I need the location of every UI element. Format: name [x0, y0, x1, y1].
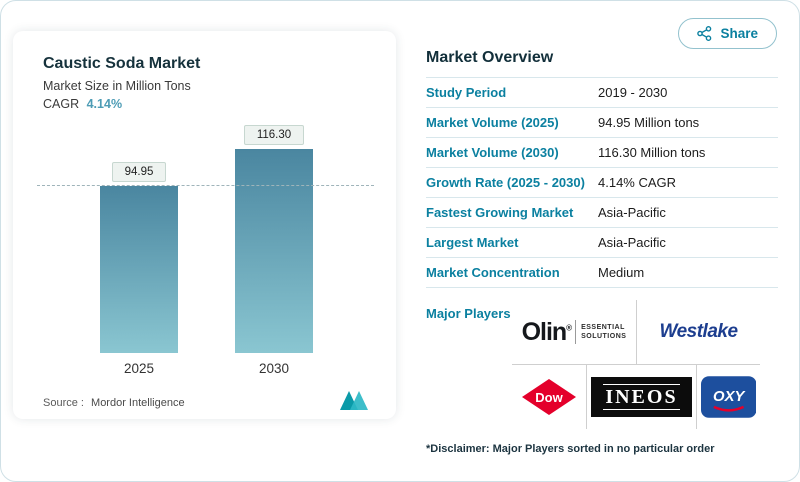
bar-rect-2025	[100, 186, 178, 353]
table-row: Largest Market Asia-Pacific	[426, 228, 778, 258]
share-label: Share	[720, 26, 758, 41]
ineos-box: INEOS	[591, 377, 692, 417]
row-label: Largest Market	[426, 235, 519, 250]
table-row: Fastest Growing Market Asia-Pacific	[426, 198, 778, 228]
cagr-label: CAGR	[43, 97, 80, 111]
share-button[interactable]: Share	[678, 18, 777, 49]
market-overview-panel: Market Overview Study Period 2019 - 2030…	[426, 49, 778, 455]
share-icon	[697, 26, 712, 41]
cagr-value: 4.14%	[86, 97, 123, 111]
olin-tagline: ESSENTIAL SOLUTIONS	[581, 323, 627, 340]
table-row: Market Volume (2030) 116.30 Million tons	[426, 138, 778, 168]
westlake-logo: Westlake	[636, 300, 760, 364]
overview-title: Market Overview	[426, 49, 554, 66]
olin-divider	[575, 320, 577, 344]
olin-logo: Olin® ESSENTIAL SOLUTIONS	[512, 300, 636, 364]
bar-rect-2030	[235, 149, 313, 353]
row-value: 94.95 Million tons	[598, 115, 700, 130]
mordor-intelligence-logo-icon	[338, 388, 370, 417]
major-players-section: Major Players Olin® ESSENTIAL SOLUTIONS …	[426, 300, 778, 429]
bar-value-label-2025: 94.95	[111, 162, 167, 183]
table-row: Study Period 2019 - 2030	[426, 78, 778, 108]
major-players-logo-grid: Olin® ESSENTIAL SOLUTIONS Westlake	[512, 300, 760, 429]
cagr-row: CAGR 4.14%	[43, 97, 370, 111]
source-text: Source : Mordor Intelligence	[43, 397, 185, 409]
westlake-wordmark: Westlake	[659, 321, 738, 342]
row-label: Growth Rate (2025 - 2030)	[426, 175, 585, 190]
major-players-label: Major Players	[426, 306, 511, 321]
reference-dashline	[37, 185, 374, 187]
logo-row: Olin® ESSENTIAL SOLUTIONS Westlake	[512, 300, 760, 364]
row-label: Study Period	[426, 85, 507, 100]
bar-chart: 94.95 116.30	[37, 125, 374, 353]
logo-row: Dow INEOS OXY	[512, 364, 760, 429]
row-label: Market Volume (2025)	[426, 115, 559, 130]
disclaimer-text: *Disclaimer: Major Players sorted in no …	[426, 443, 715, 455]
row-value: Asia-Pacific	[598, 235, 666, 250]
oxy-logo: OXY	[695, 365, 760, 429]
source-row: Source : Mordor Intelligence	[43, 388, 370, 417]
bar-column-2025: 94.95	[100, 125, 178, 353]
row-label: Fastest Growing Market	[426, 205, 574, 220]
row-value: 116.30 Million tons	[598, 145, 706, 160]
bar-column-2030: 116.30	[235, 125, 313, 353]
row-label: Market Volume (2030)	[426, 145, 559, 160]
x-label-2025: 2025	[123, 361, 155, 376]
table-row: Growth Rate (2025 - 2030) 4.14% CAGR	[426, 168, 778, 198]
overview-table: Study Period 2019 - 2030 Market Volume (…	[426, 77, 778, 288]
source-value: Mordor Intelligence	[91, 396, 185, 409]
table-row: Market Concentration Medium	[426, 258, 778, 288]
table-row: Market Volume (2025) 94.95 Million tons	[426, 108, 778, 138]
row-label: Market Concentration	[426, 265, 560, 280]
olin-wordmark: Olin®	[521, 317, 572, 346]
x-axis-labels: 2025 2030	[43, 361, 370, 376]
row-value: 2019 - 2030	[598, 85, 668, 100]
row-value: 4.14% CAGR	[598, 175, 677, 190]
chart-title: Caustic Soda Market	[43, 55, 201, 72]
ineos-wordmark: INEOS	[603, 384, 680, 410]
row-value: Asia-Pacific	[598, 205, 666, 220]
dow-logo: Dow	[512, 365, 586, 429]
bar-value-label-2030: 116.30	[243, 125, 305, 146]
dow-wordmark: Dow	[535, 390, 563, 405]
oxy-wordmark: OXY	[713, 389, 746, 405]
row-value: Medium	[598, 265, 645, 280]
chart-subtitle: Market Size in Million Tons	[43, 79, 191, 93]
ineos-logo: INEOS	[586, 365, 695, 429]
source-label: Source :	[43, 396, 84, 409]
x-label-2030: 2030	[258, 361, 290, 376]
chart-card: Caustic Soda Market Market Size in Milli…	[13, 31, 396, 419]
